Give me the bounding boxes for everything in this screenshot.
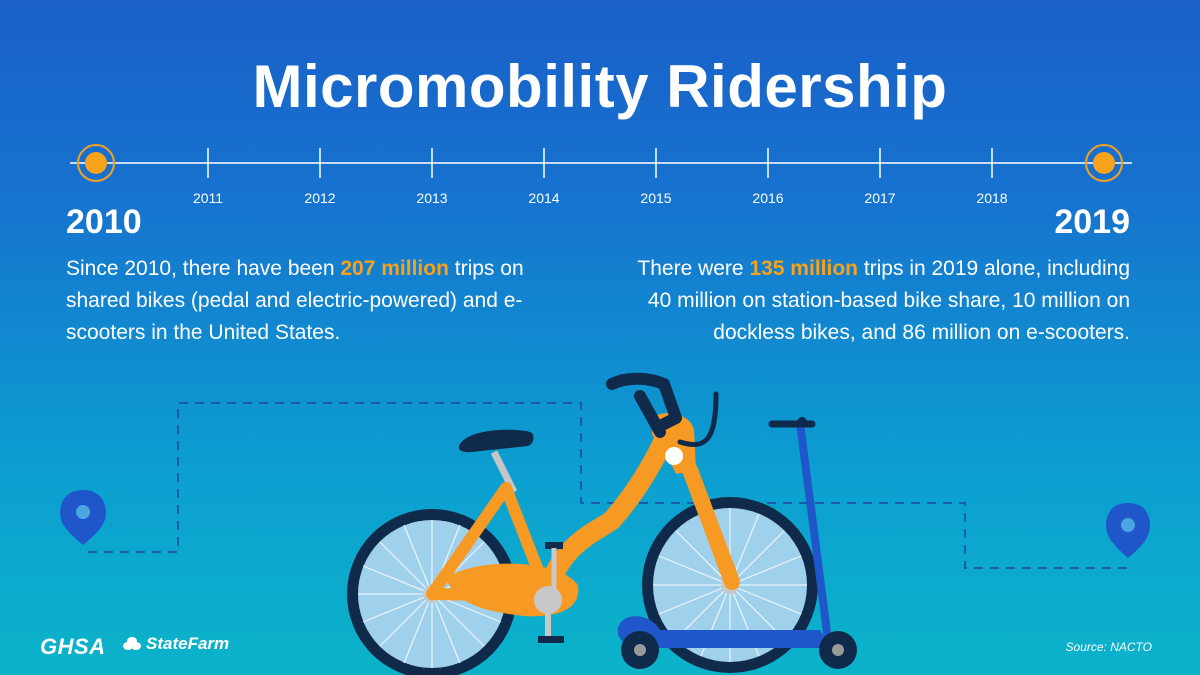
right-text: There were [637, 257, 750, 280]
right-description: There were 135 million trips in 2019 alo… [630, 253, 1130, 349]
timeline [70, 144, 1132, 182]
left-text: Since 2010, there have been [66, 257, 341, 280]
tick-label: 2018 [976, 190, 1008, 206]
ghsa-logo: GHSA [40, 634, 106, 659]
location-pin-icon [60, 490, 106, 545]
timeline-start-marker [77, 144, 115, 182]
scooter-illustration [617, 417, 857, 669]
source-note: Source: NACTO [1065, 640, 1152, 654]
bike-illustration [426, 372, 740, 643]
tick-label: 2013 [416, 190, 448, 206]
right-text: trips in 2019 alone, including 40 millio… [647, 257, 1130, 344]
timeline-end-marker [1085, 144, 1123, 182]
statefarm-logo: StateFarm [122, 634, 229, 654]
tick-label: 2011 [192, 190, 224, 206]
tick-label: 2017 [864, 190, 896, 206]
left-highlight: 207 million [340, 257, 449, 280]
left-description: Since 2010, there have been 207 million … [66, 253, 586, 349]
page-title: Micromobility Ridership [252, 53, 948, 120]
end-year: 2019 [1054, 203, 1130, 241]
tick-label: 2015 [640, 190, 672, 206]
statefarm-ovals-icon [123, 637, 141, 650]
statefarm-logo-text: StateFarm [146, 634, 230, 653]
right-highlight: 135 million [749, 257, 858, 280]
tick-label: 2014 [528, 190, 560, 206]
start-year: 2010 [66, 203, 142, 241]
left-text: trips on shared bikes (pedal and electri… [66, 257, 524, 344]
location-pin-icon [1106, 503, 1150, 558]
tick-label: 2016 [752, 190, 784, 206]
tick-label: 2012 [304, 190, 336, 206]
